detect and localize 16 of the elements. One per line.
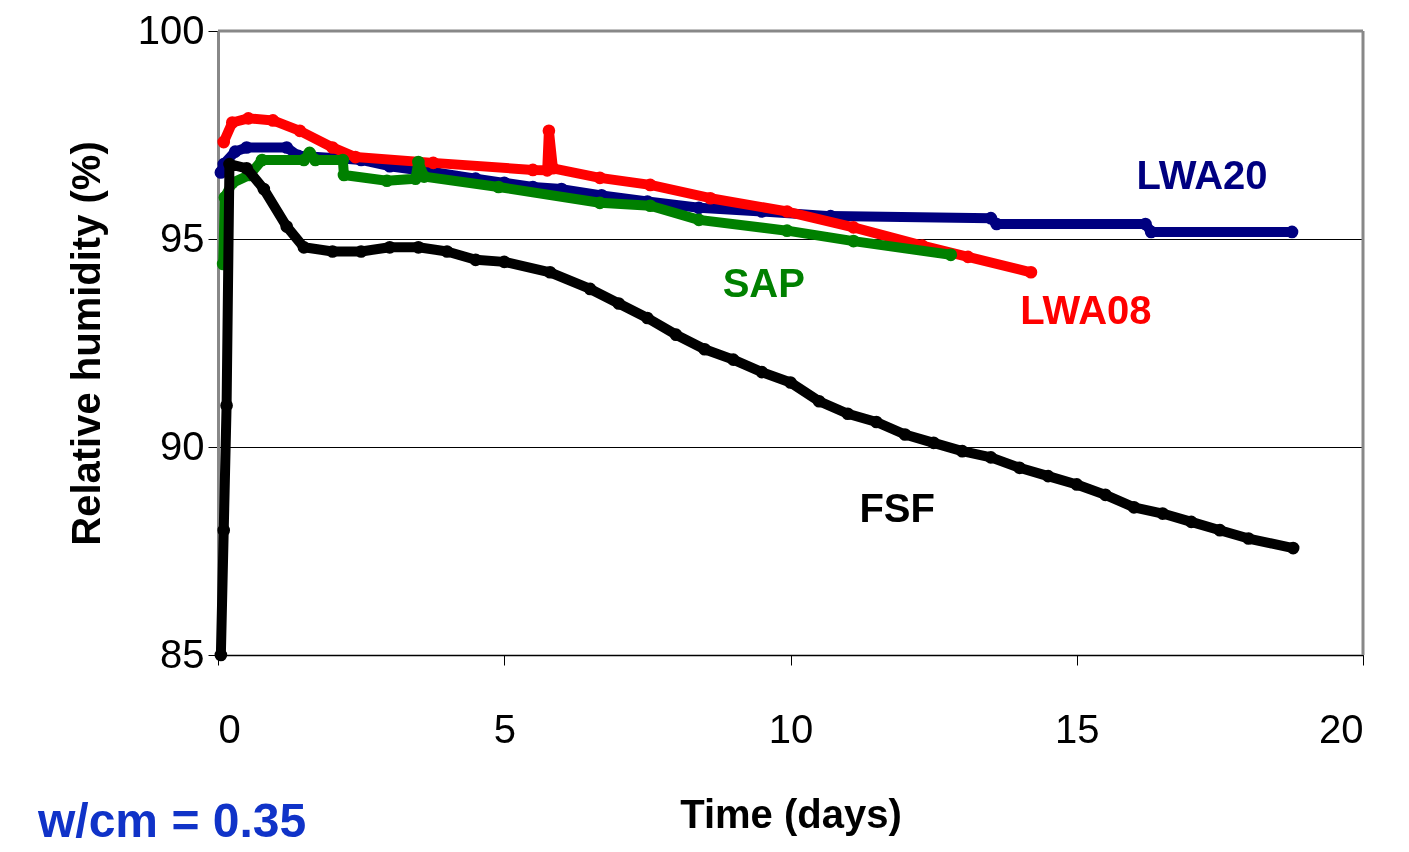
x-tick-label: 10 <box>768 706 814 751</box>
x-tick-label: 5 <box>493 706 516 751</box>
y-tick-label: 95 <box>160 215 205 260</box>
x-tick-label: 20 <box>1319 706 1364 751</box>
x-tick-label: 15 <box>1055 706 1100 751</box>
y-axis-title: Relative humidity (%) <box>63 141 108 546</box>
y-tick-label: 100 <box>137 7 205 52</box>
series-label: FSF <box>859 486 935 531</box>
x-tick-label: 0 <box>218 706 241 751</box>
series-label: LWA08 <box>1020 288 1152 333</box>
x-axis-title: Time (days) <box>680 791 902 836</box>
y-tick-label: 90 <box>160 423 205 468</box>
series-label: LWA20 <box>1136 152 1268 197</box>
text: w/cm = 0.35 <box>37 794 307 847</box>
y-tick-label: 85 <box>160 631 205 676</box>
series-label: SAP <box>722 260 805 305</box>
